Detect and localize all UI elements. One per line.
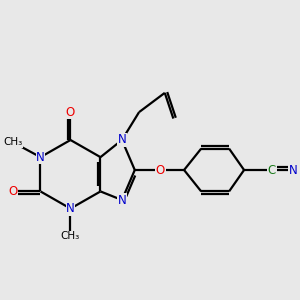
Text: O: O [8,185,17,198]
Text: N: N [118,134,126,146]
Text: O: O [66,106,75,118]
Text: O: O [156,164,165,176]
Text: N: N [36,151,45,164]
Text: CH₃: CH₃ [61,231,80,242]
Text: N: N [118,194,126,206]
Text: N: N [289,164,298,176]
Text: N: N [66,202,75,215]
Text: CH₃: CH₃ [3,137,22,147]
Text: C: C [268,164,276,176]
